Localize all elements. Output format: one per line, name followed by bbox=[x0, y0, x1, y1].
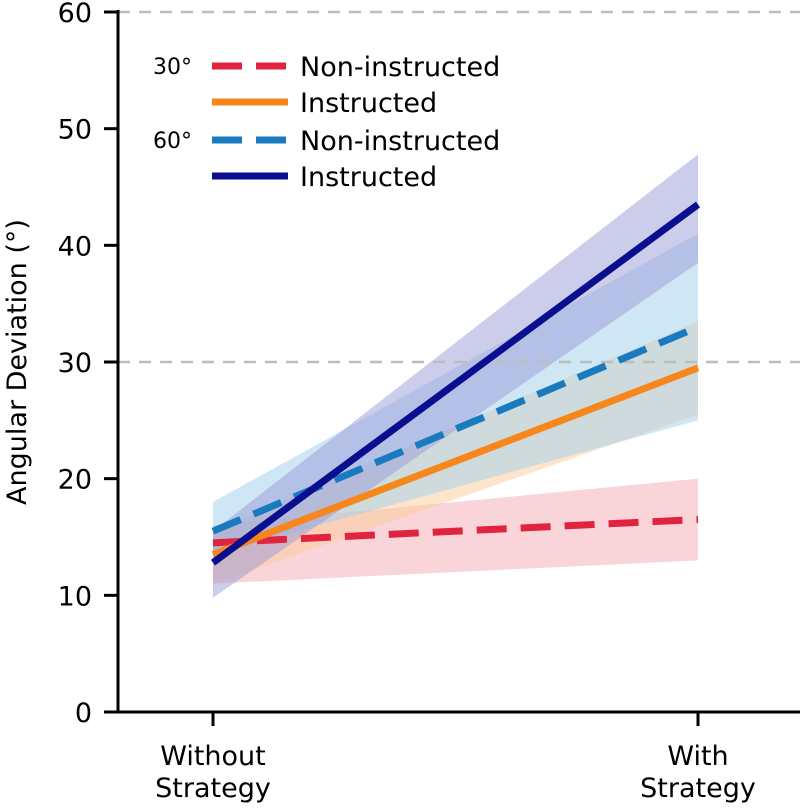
y-axis-title: Angular Deviation (°) bbox=[2, 219, 33, 505]
legend: 30° Non-instructed Instructed 60° Non-instru… bbox=[153, 52, 500, 193]
series-line bbox=[210, 201, 701, 566]
y-tick-label: 60 bbox=[58, 0, 92, 29]
y-tick-label: 0 bbox=[75, 698, 92, 729]
legend-group-label: 60° bbox=[153, 129, 192, 154]
x-tick-label-line: Strategy bbox=[640, 773, 756, 804]
x-tick-label-line: Without bbox=[160, 741, 266, 772]
y-tick-label: 40 bbox=[58, 231, 92, 262]
series-line bbox=[211, 364, 700, 558]
y-tick-label: 20 bbox=[58, 465, 92, 496]
legend-label: Non-instructed bbox=[300, 52, 500, 83]
legend-label: Instructed bbox=[300, 162, 437, 193]
legend-group-label: 30° bbox=[153, 55, 192, 80]
legend-label: Non-instructed bbox=[300, 126, 500, 157]
y-tick-label: 10 bbox=[58, 581, 92, 612]
y-tick-label: 50 bbox=[58, 115, 92, 146]
confidence-band bbox=[213, 154, 698, 598]
reference-lines bbox=[118, 10, 800, 364]
x-tick-label: With Strategy bbox=[640, 741, 756, 804]
x-tick-label-line: With bbox=[667, 741, 728, 772]
series-lines bbox=[210, 201, 701, 566]
legend-label: Instructed bbox=[300, 88, 437, 119]
y-tick-label: 30 bbox=[58, 348, 92, 379]
series-line bbox=[212, 516, 699, 547]
x-tick-label-line: Strategy bbox=[155, 773, 271, 804]
x-tick-label: Without Strategy bbox=[155, 741, 271, 804]
